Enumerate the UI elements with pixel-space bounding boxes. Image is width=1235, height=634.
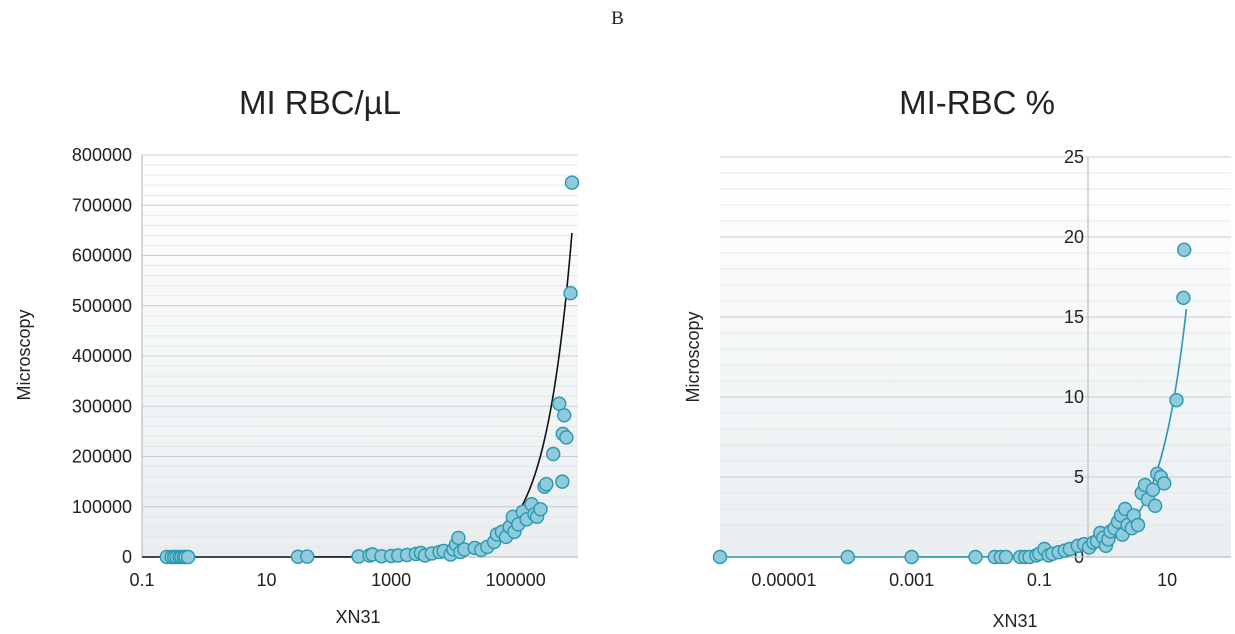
x-tick-label: 1000 xyxy=(371,570,411,590)
data-point xyxy=(712,549,728,565)
data-point xyxy=(1147,498,1163,513)
y-tick-label: 20 xyxy=(1064,227,1084,247)
x-tick-label: 0.1 xyxy=(129,570,154,590)
data-point xyxy=(559,430,574,445)
data-point xyxy=(180,549,196,565)
data-point xyxy=(1157,476,1172,491)
y-tick-label: 10 xyxy=(1064,387,1084,407)
data-point xyxy=(904,549,919,565)
x-axis-label: XN31 xyxy=(335,607,380,627)
y-tick-label: 600000 xyxy=(72,246,132,266)
y-tick-label: 15 xyxy=(1064,307,1084,327)
x-tick-label: 100000 xyxy=(486,570,546,590)
y-tick-label: 400000 xyxy=(72,346,132,366)
y-tick-label: 300000 xyxy=(72,396,132,416)
y-tick-label: 0 xyxy=(122,547,132,567)
y-tick-label: 500000 xyxy=(72,296,132,316)
data-point xyxy=(546,446,561,462)
data-point xyxy=(556,408,572,423)
y-axis-label: Microscopy xyxy=(14,309,34,400)
data-point xyxy=(998,549,1014,565)
data-point xyxy=(555,474,570,489)
data-point xyxy=(968,549,983,565)
y-tick-label: 700000 xyxy=(72,195,132,215)
data-point xyxy=(300,549,315,564)
data-point xyxy=(533,502,548,517)
data-point xyxy=(1176,242,1192,258)
mi-rbc-per-ul-scatter-chart: 0 100000 200000 300000 400000 500000 600000 700… xyxy=(14,84,580,627)
y-tick-label: 5 xyxy=(1074,467,1084,487)
x-tick-label: 0.001 xyxy=(889,570,934,590)
data-point xyxy=(1169,393,1184,408)
panel-label: B xyxy=(611,8,624,29)
x-tick-label: 0.00001 xyxy=(751,570,816,590)
y-tick-label: 200000 xyxy=(72,447,132,467)
y-tick-label: 100000 xyxy=(72,497,132,517)
chart-title: MI-RBC % xyxy=(899,84,1055,121)
x-tick-label: 10 xyxy=(1157,570,1177,590)
data-point xyxy=(1145,482,1161,497)
y-axis-label: Microscopy xyxy=(683,311,703,402)
chart-title: MI RBC/µL xyxy=(239,84,401,121)
x-axis-label: XN31 xyxy=(992,611,1037,631)
y-tick-label: 800000 xyxy=(72,145,132,165)
x-tick-label: 0.1 xyxy=(1027,570,1052,590)
data-point xyxy=(1176,290,1191,305)
data-point xyxy=(564,175,580,190)
data-point xyxy=(539,476,554,492)
data-point xyxy=(840,549,855,565)
data-point xyxy=(563,285,578,301)
x-tick-label: 10 xyxy=(257,570,277,590)
y-tick-label: 25 xyxy=(1064,147,1084,167)
data-point xyxy=(451,530,466,546)
data-point xyxy=(1130,517,1146,533)
